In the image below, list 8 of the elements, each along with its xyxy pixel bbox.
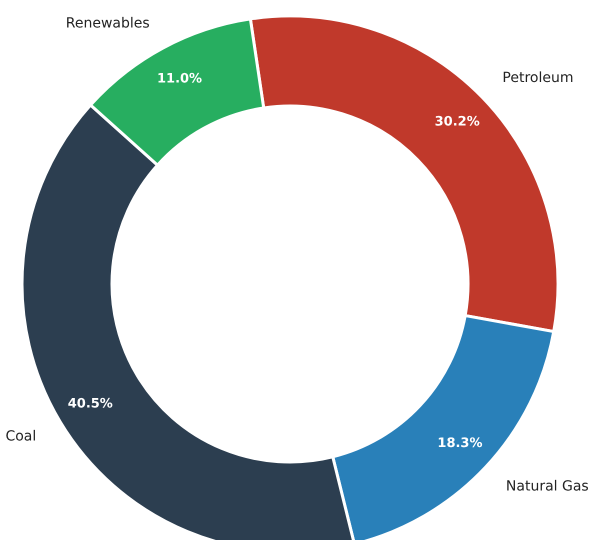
slice-label: Natural Gas [506, 478, 589, 494]
data-label: 11.0% [156, 71, 202, 86]
slice-label: Coal [5, 428, 36, 444]
slice-label: Renewables [66, 15, 150, 32]
data-label: 18.3% [437, 436, 483, 451]
data-label: 40.5% [68, 396, 113, 412]
data-label: 30.2% [434, 114, 480, 130]
slice-label: Petroleum [502, 70, 574, 86]
